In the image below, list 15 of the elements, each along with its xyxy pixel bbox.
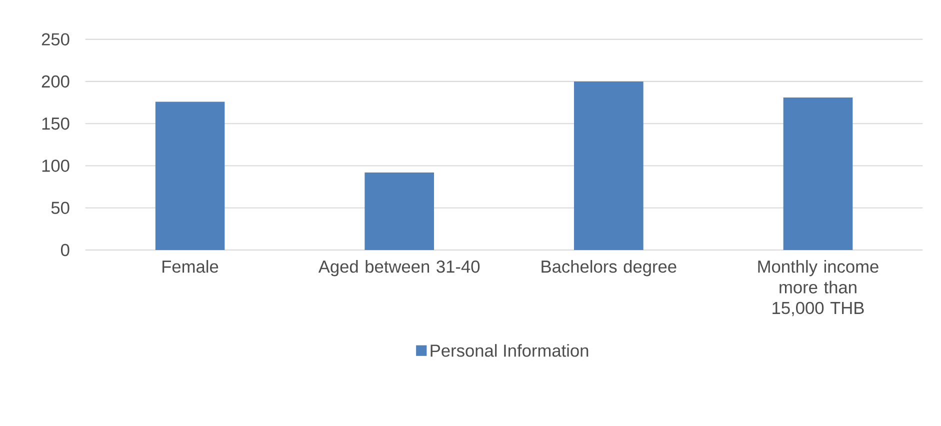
y-tick-label: 50	[51, 202, 70, 214]
y-tick-label: 100	[42, 160, 70, 172]
x-tick-label: Female	[162, 260, 218, 273]
y-tick-label: 0	[60, 244, 70, 256]
y-tick-label: 200	[42, 75, 70, 88]
x-tick-label: Bachelors degree	[542, 260, 676, 276]
legend-label: Personal Information	[430, 344, 588, 357]
y-tick-label: 150	[42, 117, 70, 130]
bar	[574, 81, 644, 250]
bar	[155, 102, 225, 250]
y-tick-label: 250	[42, 33, 70, 46]
bar	[783, 97, 853, 250]
x-tick-label: Monthly income more than 15,000 THB	[758, 260, 878, 316]
x-tick-label: Aged between 31-40	[318, 260, 480, 276]
bar	[364, 172, 434, 250]
